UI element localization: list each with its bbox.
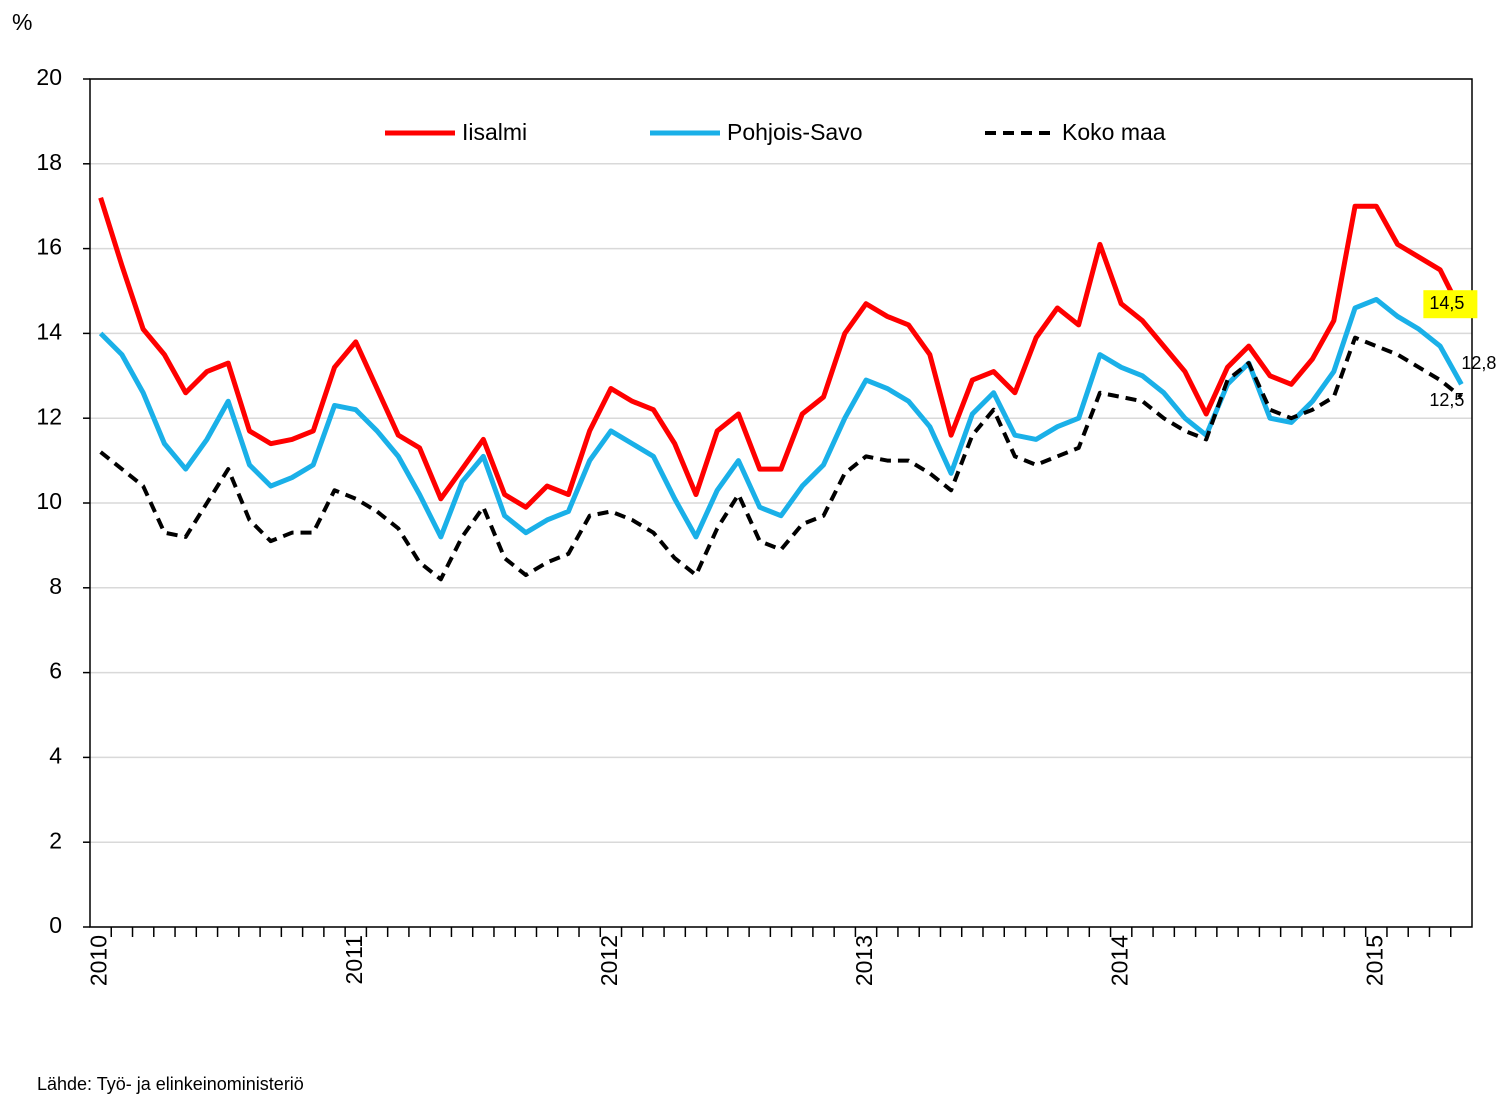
data-label: 12,8 [1461,353,1496,373]
x-tick-label: 2011 [341,935,367,984]
y-tick-label: 20 [36,64,62,90]
y-tick-label: 0 [49,912,62,938]
legend-label: Pohjois-Savo [727,119,863,145]
data-label: 12,5 [1429,390,1464,410]
y-tick-label: 18 [36,149,62,175]
source: Lähde: Työ- ja elinkeinoministeriö [37,1074,304,1094]
y-axis-label: % [12,9,32,35]
label-highlight [1423,290,1478,319]
y-tick-label: 4 [49,742,62,768]
x-tick-label: 2010 [86,935,112,986]
series-line [99,335,1463,582]
data-label: 14,5 [1429,293,1464,313]
x-tick-label: 2012 [596,935,622,986]
legend-label: Koko maa [1062,119,1166,145]
y-tick-label: 14 [36,318,62,344]
series-line [98,296,1464,540]
y-tick-label: 10 [36,488,62,514]
plot-frame [89,78,1473,928]
x-tick-label: 2015 [1361,935,1387,986]
y-tick-label: 8 [49,573,62,599]
y-tick-label: 12 [36,403,62,429]
x-tick-label: 2014 [1106,935,1132,986]
x-tick-label: 2013 [851,935,877,986]
legend-label: Iisalmi [462,119,527,145]
y-tick-label: 2 [49,827,62,853]
series-line [98,196,1464,510]
y-tick-label: 6 [49,658,62,684]
y-tick-label: 16 [36,234,62,260]
